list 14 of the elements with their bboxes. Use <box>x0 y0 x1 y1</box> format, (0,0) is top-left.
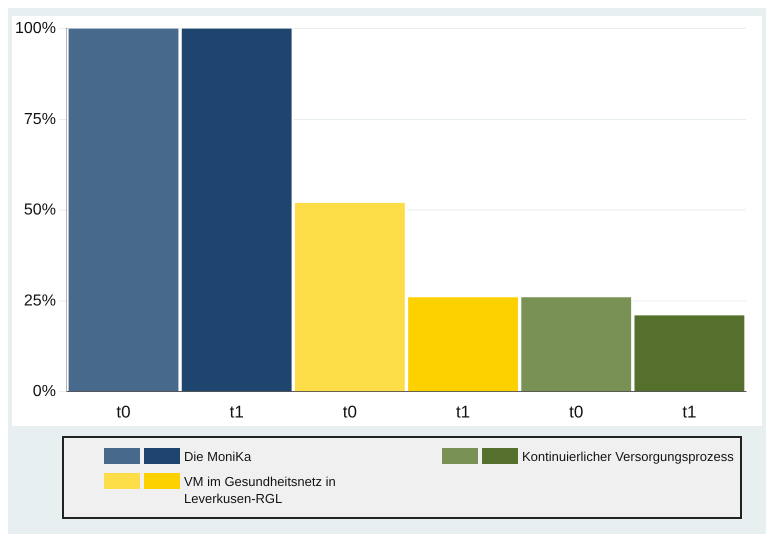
y-tick-label: 100% <box>15 20 56 38</box>
x-tick-label: t0 <box>569 402 584 422</box>
x-tick-label: t1 <box>230 402 244 422</box>
legend-label: VM im Gesundheitsnetz in Leverkusen-RGL <box>184 473 337 507</box>
y-tick-label: 75% <box>24 110 56 128</box>
x-tick-label: t1 <box>682 402 697 422</box>
x-tick-label: t0 <box>116 402 131 422</box>
y-tick-label: 0% <box>32 383 56 400</box>
x-tick-label: t0 <box>342 402 357 422</box>
legend-label: Kontinuierlicher Versorgungsprozess <box>522 448 734 465</box>
x-tick-label: t1 <box>456 402 470 422</box>
y-tick-label: 50% <box>24 202 56 219</box>
legend-label: Die MoniKa <box>184 448 252 465</box>
y-tick-label: 25% <box>24 292 56 310</box>
